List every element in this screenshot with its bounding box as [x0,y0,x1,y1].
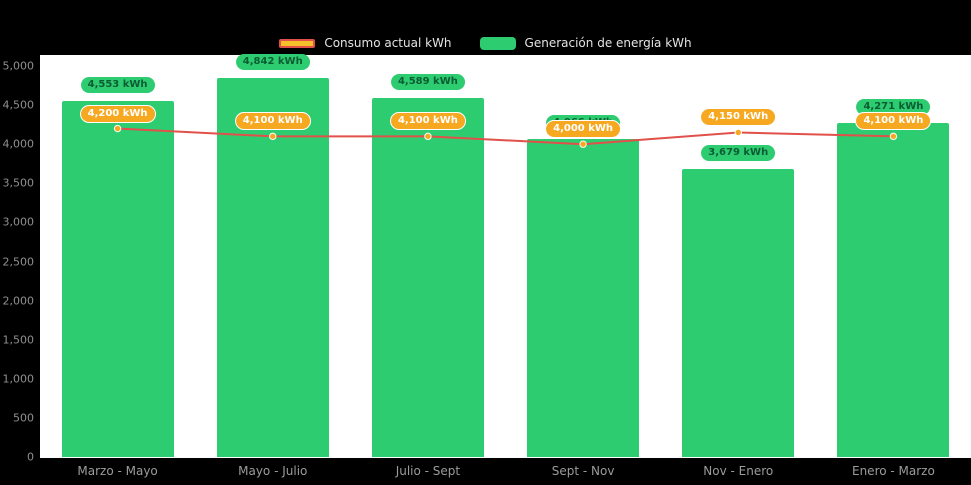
y-axis-label: 500 [13,411,34,425]
x-axis-label: Sept - Nov [551,464,615,478]
consumption-point-1[interactable] [269,132,277,141]
y-axis-label: 1,500 [2,333,35,347]
y-axis-label: 1,000 [2,372,35,386]
consumption-value-label: 4,100 kWh [855,112,932,131]
y-axis-label: 2,000 [2,294,35,308]
consumption-point-0[interactable] [113,124,122,133]
generation-value-label: 4,553 kWh [80,76,155,93]
consumption-point-4[interactable] [734,128,742,137]
x-axis-label: Enero - Marzo [851,464,935,478]
x-axis-label: Julio - Sept [395,464,461,478]
y-axis-label: 0 [27,450,34,464]
generation-bar-2[interactable] [371,98,484,457]
consumption-value-label: 4,100 kWh [234,112,311,131]
legend: Consumo actual kWh Generación de energía… [0,36,971,50]
generation-bar-5[interactable] [837,123,950,457]
plot-area [40,55,971,458]
generation-bar-3[interactable] [527,139,640,457]
generation-value-label: 4,271 kWh [856,99,931,115]
y-axis-label: 4,000 [2,137,35,151]
y-axis-label: 5,000 [2,59,35,73]
legend-item-consumo[interactable]: Consumo actual kWh [279,36,452,50]
generation-bar-4[interactable] [682,169,795,457]
y-axis-label: 3,500 [2,176,35,190]
generation-value-label: 4,589 kWh [390,74,465,91]
consumption-value-label: 4,150 kWh [700,108,777,127]
consumption-value-label: 4,000 kWh [545,120,622,139]
legend-label-generacion: Generación de energía kWh [524,36,692,50]
consumption-value-label: 4,200 kWh [79,104,156,123]
line-series-swatch-icon [279,38,316,48]
legend-label-consumo: Consumo actual kWh [324,36,452,50]
consumption-point-3[interactable] [579,140,587,148]
bar-series-swatch-icon [479,36,516,50]
x-axis-label: Marzo - Mayo [77,464,158,478]
generation-value-label: 3,679 kWh [701,145,776,162]
generation-value-label: 4,842 kWh [235,54,310,71]
consumption-point-5[interactable] [889,132,898,141]
y-axis-label: 4,500 [2,98,35,112]
generation-bar-0[interactable] [61,100,174,457]
x-axis-label: Mayo - Julio [238,464,308,478]
consumption-point-2[interactable] [424,132,432,141]
consumption-value-label: 4,100 kWh [389,112,466,131]
y-axis-label: 2,500 [2,255,35,268]
y-axis-label: 3,000 [2,215,35,229]
x-axis-label: Nov - Enero [703,464,774,478]
legend-item-generacion[interactable]: Generación de energía kWh [479,36,692,50]
